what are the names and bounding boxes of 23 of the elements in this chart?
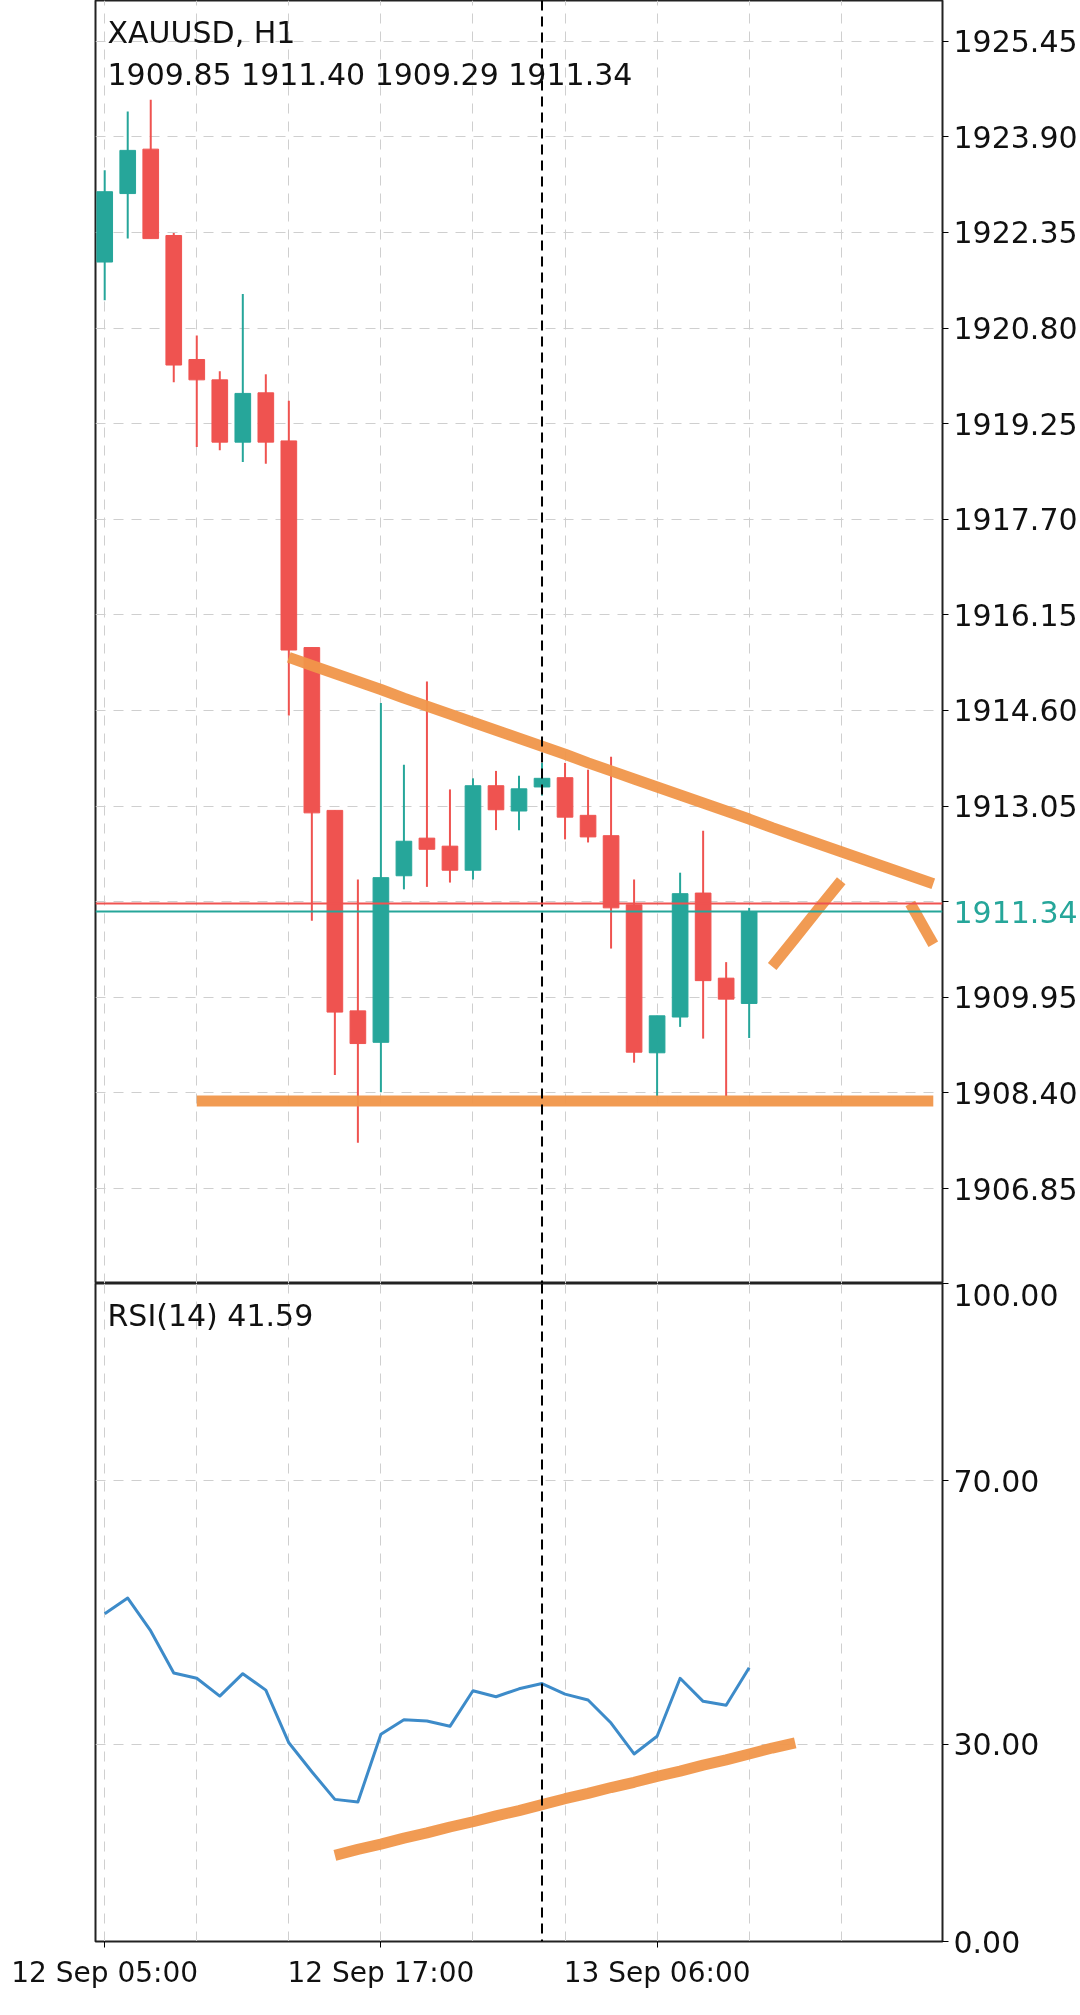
y-tick-label: 1919.25 bbox=[953, 406, 1078, 442]
x-tick-label: 13 Sep 06:00 bbox=[563, 1955, 751, 1989]
y-tick-label: 1917.70 bbox=[953, 502, 1078, 538]
y-tick-label: 1913.05 bbox=[953, 789, 1078, 825]
y-tick-label: 1922.35 bbox=[953, 215, 1078, 251]
ref-line-label: 1911.34 bbox=[953, 894, 1078, 930]
y-tick-label: 1923.90 bbox=[953, 119, 1078, 155]
x-tick-label: 12 Sep 17:00 bbox=[287, 1955, 475, 1989]
y-tick-label: 1908.40 bbox=[953, 1075, 1078, 1111]
y-tick-label: 1909.95 bbox=[953, 980, 1078, 1016]
text: 1909.85 1911.40 1909.29 1911.34 bbox=[107, 56, 633, 92]
y-tick-label: 0.00 bbox=[953, 1924, 1021, 1960]
y-tick-label: 1916.15 bbox=[953, 597, 1078, 633]
y-tick-label: 70.00 bbox=[953, 1463, 1040, 1499]
y-tick-label: 1920.80 bbox=[953, 311, 1078, 347]
y-tick-label: 1906.85 bbox=[953, 1171, 1078, 1207]
text: XAUUSD, H1 bbox=[107, 14, 296, 50]
x-tick-label: 12 Sep 05:00 bbox=[11, 1955, 199, 1989]
y-tick-label: 1914.60 bbox=[953, 693, 1078, 729]
y-tick-label: 30.00 bbox=[953, 1727, 1040, 1763]
y-tick-label: 100.00 bbox=[953, 1277, 1059, 1313]
text: RSI(14) 41.59 bbox=[107, 1297, 314, 1333]
y-tick-label: 1925.45 bbox=[953, 24, 1078, 60]
